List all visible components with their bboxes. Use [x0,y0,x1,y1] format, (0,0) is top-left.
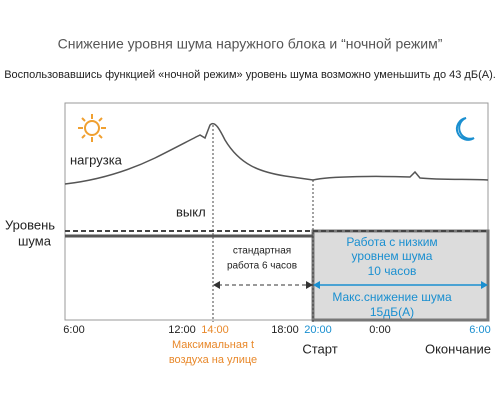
low-noise-label: Работа с низким [346,235,437,249]
moon-icon [455,117,475,141]
reduction-label: Макс.снижение шума [332,290,452,304]
start-label: Старт [302,341,337,356]
load-label: нагрузка [70,152,123,167]
max-temp-label: Максимальная t [172,339,254,351]
reduction-label: 15дБ(А) [370,305,414,319]
off-label: выкл [176,204,206,219]
time-tick: 12:00 [168,324,196,336]
noise-label: Уровень [5,217,55,232]
low-noise-label: уровнем шума [352,249,433,263]
time-tick: 0:00 [369,324,390,336]
subtitle: Воспользовавшись функцией «ночной режим»… [4,69,496,81]
time-tick: 20:00 [304,324,332,336]
standard-label: стандартная [233,246,291,257]
time-tick: 6:00 [63,324,84,336]
time-tick: 6:00 [469,324,490,336]
standard-label: работа 6 часов [227,260,297,272]
sun-icon [78,114,106,142]
end-label: Окончание [425,341,491,356]
frame [64,102,489,321]
title: Снижение уровня шума наружного блока и “… [58,36,443,52]
night-box [311,229,490,322]
low-noise-label: 10 часов [368,264,417,278]
noise-label: шума [18,233,52,248]
time-tick: 18:00 [271,324,299,336]
max-temp-label: воздуха на улице [169,354,257,366]
time-tick: 14:00 [201,324,229,336]
load-curve [64,123,489,185]
